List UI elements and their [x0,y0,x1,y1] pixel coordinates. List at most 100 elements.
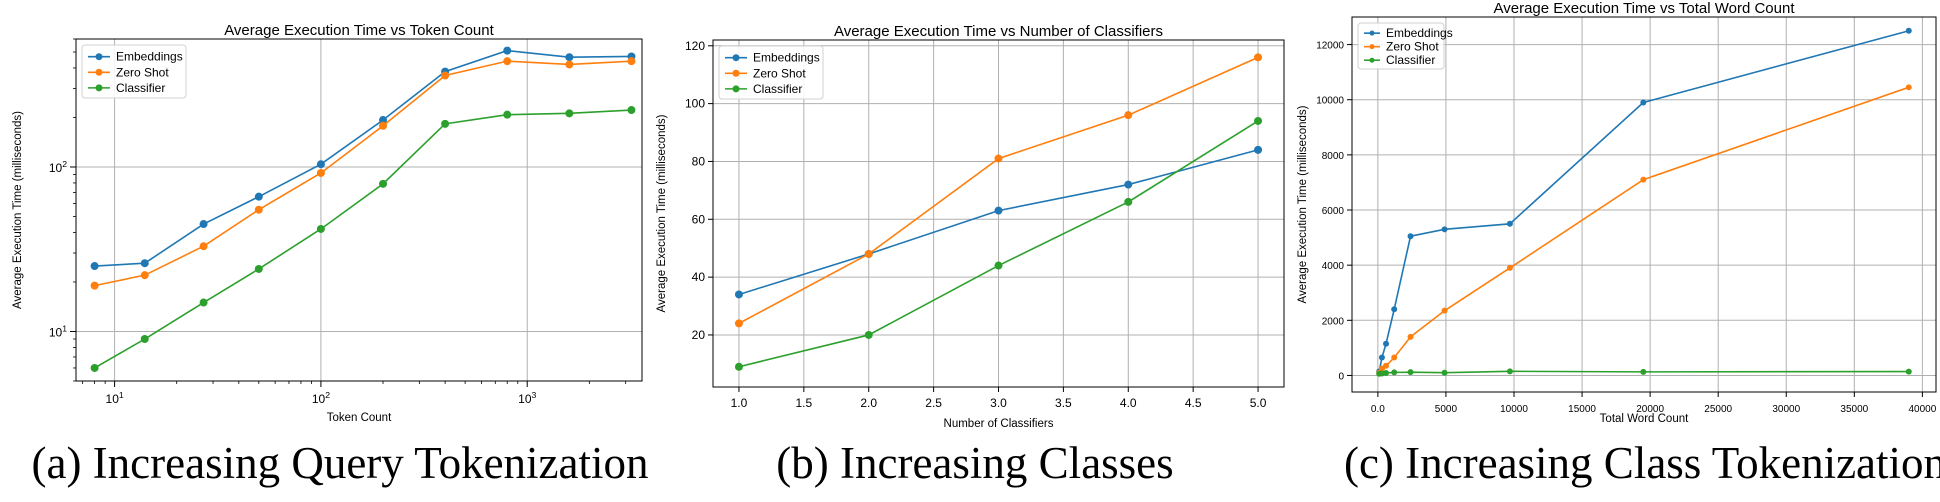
data-point-zero-shot [627,57,636,66]
data-point-classifier [1383,369,1390,376]
chart-panel-2: 1.0 1.5 2.0 2.5 3.0 3.5 4.0 4.5 5.0 20 40 60 80 100 12… [656,23,1285,488]
y-tick-label: 80 [692,154,706,168]
x-tick-label: 4.0 [1120,396,1137,410]
legend-label: Embeddings [116,50,183,64]
legend-swatch-marker [1369,30,1375,36]
y-axis-label: Average Execution Time (milliseconds) [12,111,24,309]
data-point-classifier [1441,369,1448,376]
chart-title: Average Execution Time vs Token Count [224,22,494,39]
series-group [734,53,1263,371]
data-point-classifier [1391,369,1398,376]
legend-label: Classifier [1386,53,1435,67]
data-point-zero-shot [565,60,574,69]
data-point-zero-shot [140,271,149,280]
data-point-zero-shot [994,154,1003,163]
data-point-zero-shot [441,71,450,80]
legend-swatch-marker [732,85,740,93]
data-point-classifier [503,110,512,119]
data-point-embeddings [1407,233,1414,240]
data-point-zero-shot [734,319,743,328]
y-tick-exponent: 2 [62,159,67,169]
x-axis-label: Number of Classifiers [944,418,1054,430]
axes-frame [1351,16,1937,393]
legend-swatch-marker [95,53,103,61]
data-point-classifier [1640,368,1647,375]
x-tick-label: 40000 [1908,404,1936,415]
data-point-embeddings [1905,27,1912,34]
series-group [90,46,636,372]
x-tick-label: 1.0 [731,396,748,410]
tick-labels: 1.0 1.5 2.0 2.5 3.0 3.5 4.0 4.5 5.0 20 40 60 80 100 12… [685,39,1267,410]
data-point-classifier [1506,368,1513,375]
data-point-zero-shot [1391,354,1398,361]
data-point-zero-shot [1905,84,1912,91]
y-tick-label: 12000 [1316,41,1344,52]
x-tick-label: 10000 [1500,404,1528,415]
data-point-classifier [734,362,743,371]
figure-caption: (b) Increasing Classes [776,438,1173,488]
x-axis-label: Token Count [327,412,392,424]
y-tick-label: 60 [692,212,706,226]
x-tick-label: 3.0 [990,396,1007,410]
y-tick-label: 8000 [1322,151,1345,162]
series-line-embeddings [94,49,632,267]
data-point-embeddings [140,259,149,268]
legend-label: Embeddings [753,51,820,65]
legend-swatch-marker [95,84,103,92]
x-tick-label: 2.0 [860,396,877,410]
x-tick-label: 5.0 [1250,396,1267,410]
data-point-classifier [316,224,325,233]
chart-title: Average Execution Time vs Total Word Cou… [1494,0,1796,17]
data-point-zero-shot [254,205,263,214]
x-tick-label: 0.0 [1371,404,1385,415]
y-tick-exponent: 1 [62,323,67,333]
data-point-embeddings [199,220,208,229]
series-group [1376,27,1912,377]
data-point-classifier [1905,368,1912,375]
data-point-embeddings [254,192,263,201]
data-point-embeddings [1506,220,1513,227]
chart-panel-1: 101 102 103 101 102 Average Execution Time vs… [12,22,649,488]
tick-labels: 0.0 5000 10000 15000 20000 25000 30000 35000 400… [1316,41,1937,415]
y-tick-label: 102 [49,159,67,175]
data-point-zero-shot [503,57,512,66]
x-tick-label: 4.5 [1185,396,1202,410]
data-point-zero-shot [1383,362,1390,369]
data-point-embeddings [316,160,325,169]
data-point-zero-shot [1407,333,1414,340]
y-tick-label: 101 [49,323,67,339]
data-point-classifier [565,109,574,118]
data-point-classifier [254,264,263,273]
legend-label: Embeddings [1386,26,1453,40]
data-point-zero-shot [864,249,873,258]
y-tick-label: 6000 [1322,206,1345,217]
grid-lines [1347,17,1936,397]
data-point-embeddings [1441,226,1448,233]
legend-swatch-marker [95,68,103,76]
data-point-zero-shot [1506,264,1513,271]
chart-title: Average Execution Time vs Number of Clas… [834,23,1163,40]
legend-label: Zero Shot [116,65,169,79]
y-tick-label: 100 [685,97,705,111]
data-point-zero-shot [1124,111,1133,120]
series-line-classifier [94,109,632,369]
legend-box [81,44,187,99]
data-point-classifier [1254,116,1263,125]
data-point-classifier [864,330,873,339]
x-tick-label: 2.5 [925,396,942,410]
x-tick-label: 25000 [1704,404,1732,415]
data-point-embeddings [1383,340,1390,347]
x-tick-label: 1.5 [795,396,812,410]
y-axis-label: Average Execution Time (milliseconds) [1297,105,1309,303]
y-tick-label: 10000 [1316,96,1344,107]
data-point-embeddings [1378,354,1385,361]
data-point-embeddings [1640,99,1647,106]
y-tick-label: 2000 [1322,316,1345,327]
data-point-embeddings [379,116,388,125]
axes-frame [75,38,643,382]
data-point-zero-shot [1254,53,1263,62]
data-point-classifier [994,261,1003,270]
